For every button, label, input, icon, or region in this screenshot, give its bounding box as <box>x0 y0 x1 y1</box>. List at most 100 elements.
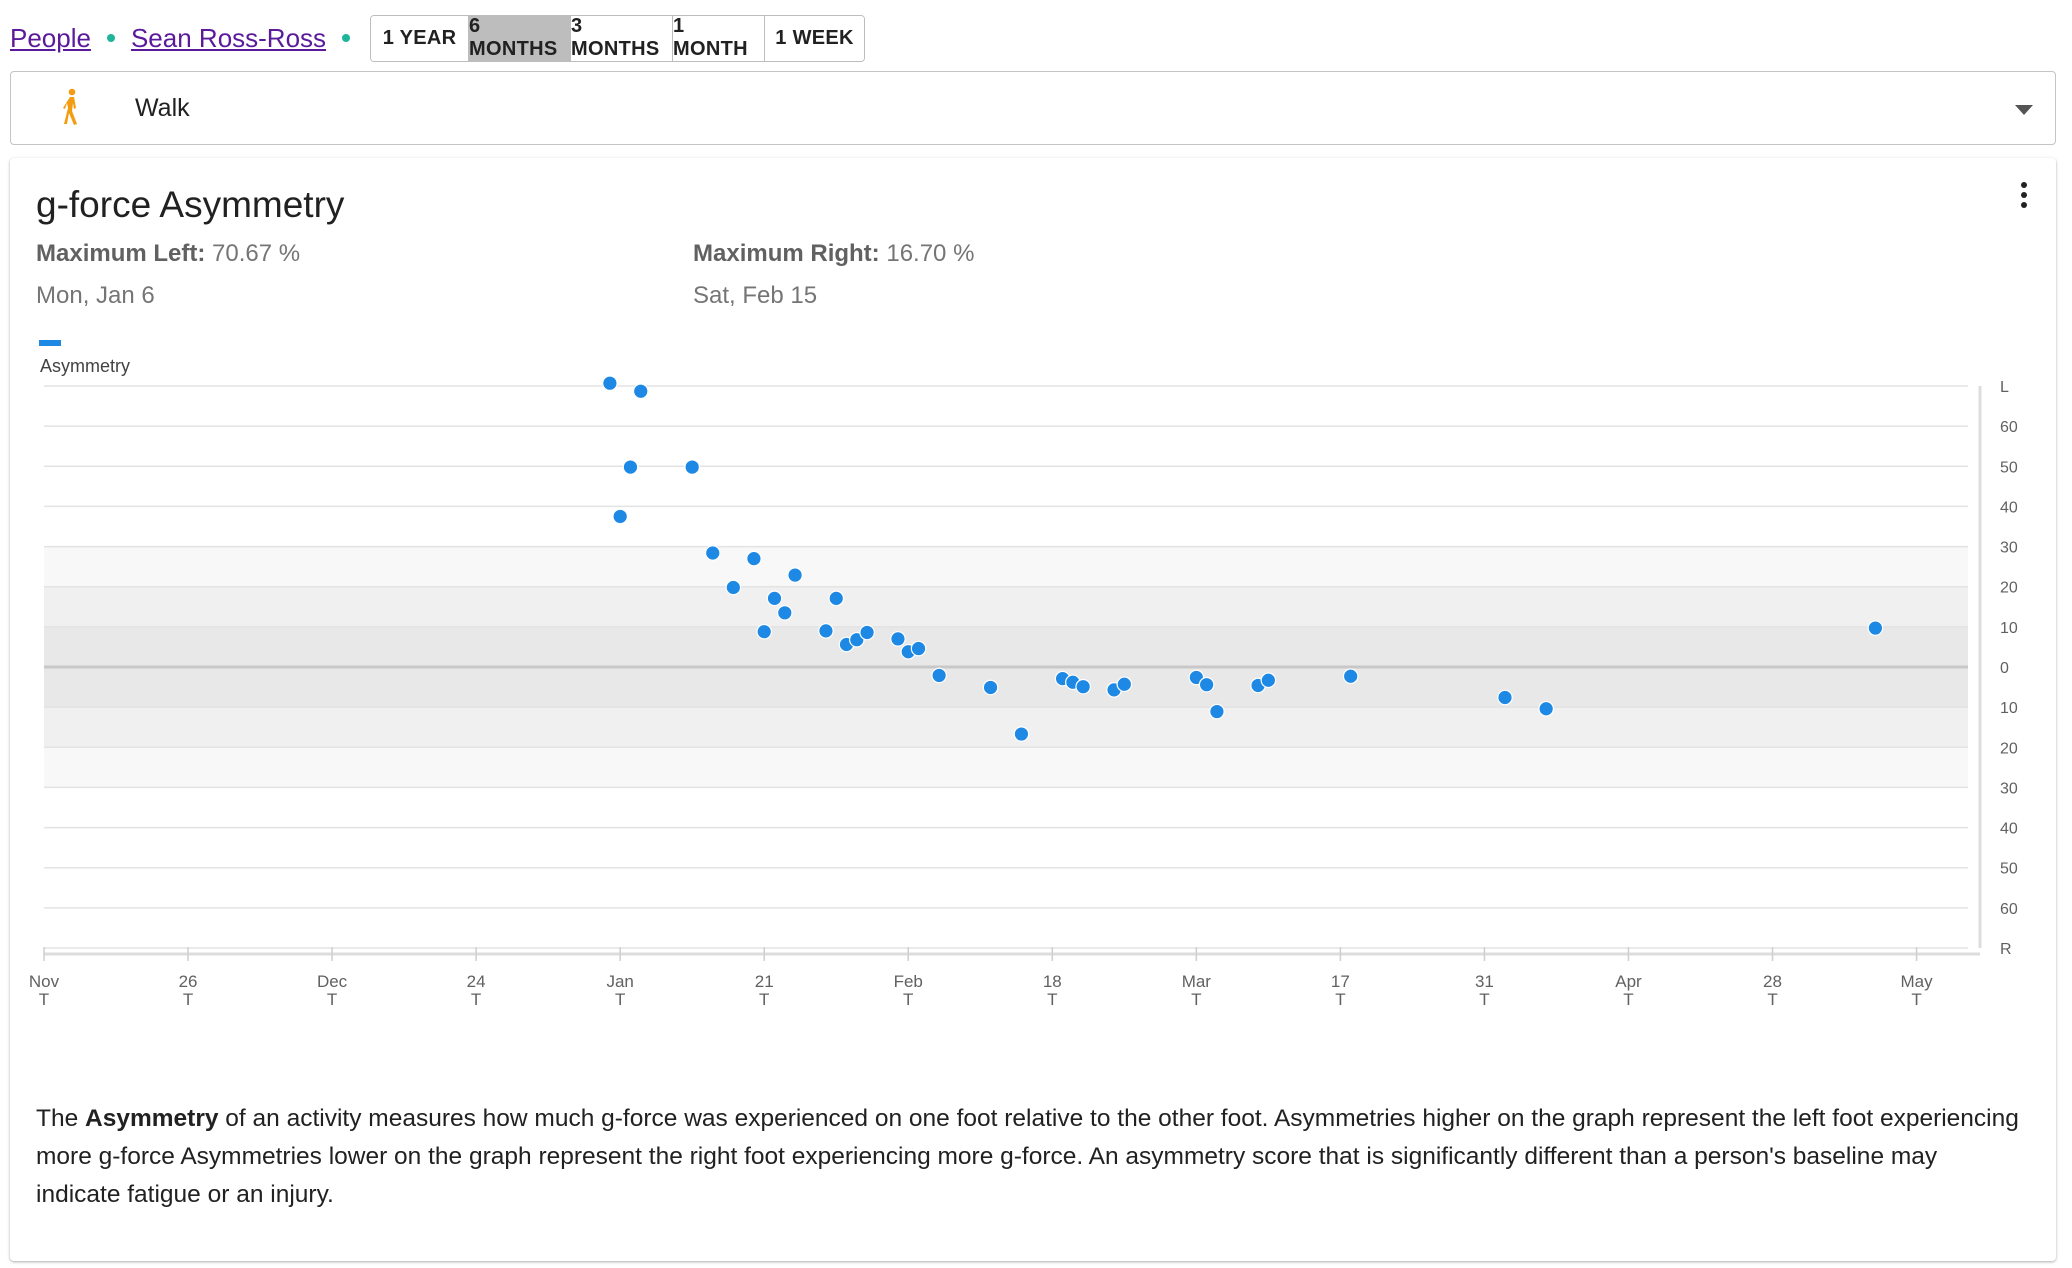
data-point <box>684 459 700 475</box>
x-tick-sublabel: T <box>471 990 481 1009</box>
x-tick-label: Mar <box>1182 972 1212 991</box>
data-point <box>725 579 742 596</box>
x-tick-sublabel: T <box>327 990 337 1009</box>
x-tick-sublabel: T <box>1623 990 1633 1009</box>
y-tick-label: 10 <box>2000 700 2018 717</box>
range-6-months-button[interactable]: 6 MONTHS <box>469 15 572 61</box>
range-1-year-button[interactable]: 1 YEAR <box>371 15 470 61</box>
x-tick-sublabel: T <box>1047 990 1057 1009</box>
data-point <box>632 383 649 400</box>
range-1-week-button[interactable]: 1 WEEK <box>765 15 865 61</box>
breadcrumb-people-link[interactable]: People <box>10 22 91 53</box>
max-right-date: Sat, Feb 15 <box>693 282 818 309</box>
x-tick-label: Feb <box>894 972 923 991</box>
y-tick-label: R <box>2000 941 2012 958</box>
x-tick-label: 17 <box>1331 972 1350 991</box>
x-tick-label: May <box>1900 972 1933 991</box>
data-point <box>818 623 834 639</box>
description-rest: of an activity measures how much g-force… <box>36 1105 2019 1208</box>
x-tick-sublabel: T <box>39 990 49 1009</box>
y-tick-label: 50 <box>2000 861 2018 878</box>
max-left-label: Maximum Left: <box>36 240 206 267</box>
x-tick-label: 26 <box>179 972 198 991</box>
x-tick-label: 18 <box>1043 972 1062 991</box>
max-right-label: Maximum Right: <box>693 240 880 267</box>
x-tick-label: 31 <box>1475 972 1494 991</box>
y-tick-label: 60 <box>2000 901 2018 918</box>
x-tick-label: Dec <box>317 972 348 991</box>
data-point <box>1075 678 1091 695</box>
asymmetry-card: g-force Asymmetry Maximum Left: 70.67 % … <box>10 158 2056 1261</box>
breadcrumb-separator <box>342 34 351 42</box>
chevron-down-icon[interactable] <box>2015 105 2033 115</box>
data-point <box>1538 700 1554 717</box>
x-tick-sublabel: T <box>759 990 769 1009</box>
x-tick-label: Jan <box>606 972 633 991</box>
max-right-value: 16.70 % <box>886 240 975 267</box>
top-bar: People Sean Ross-Ross 1 YEAR 6 MONTHS 3 … <box>10 14 866 62</box>
activity-select[interactable]: Walk <box>10 71 2056 145</box>
data-point <box>756 623 773 640</box>
data-point <box>828 590 845 607</box>
activity-label: Walk <box>135 94 190 122</box>
y-tick-label: 60 <box>2000 419 2018 436</box>
x-tick-sublabel: T <box>1767 990 1777 1009</box>
y-tick-label: 40 <box>2000 499 2018 516</box>
description-text: The Asymmetry of an activity measures ho… <box>36 1100 2026 1214</box>
data-point <box>910 640 927 657</box>
x-tick-sublabel: T <box>1479 990 1489 1009</box>
x-tick-label: 24 <box>467 972 486 991</box>
x-tick-sublabel: T <box>1335 990 1345 1009</box>
y-tick-label: L <box>2000 379 2009 396</box>
y-tick-label: 40 <box>2000 821 2018 838</box>
max-left-value: 70.67 % <box>212 240 301 267</box>
x-tick-label: Nov <box>29 972 60 991</box>
description-bold: Asymmetry <box>85 1105 219 1132</box>
more-vert-icon[interactable] <box>2014 178 2034 212</box>
data-point <box>982 679 999 696</box>
data-point <box>622 459 639 475</box>
data-point <box>1497 689 1513 706</box>
data-point <box>1260 672 1277 689</box>
data-point <box>1342 668 1359 685</box>
breadcrumb-separator <box>106 34 115 42</box>
data-point <box>1013 726 1030 742</box>
description-prefix: The <box>36 1105 86 1132</box>
x-tick-sublabel: T <box>1191 990 1201 1009</box>
data-point <box>776 605 793 621</box>
x-tick-label: 28 <box>1763 972 1782 991</box>
x-tick-sublabel: T <box>615 990 625 1009</box>
data-point <box>746 550 762 567</box>
data-point <box>704 545 721 561</box>
y-tick-label: 20 <box>2000 740 2018 757</box>
data-point <box>612 508 628 525</box>
x-tick-sublabel: T <box>183 990 193 1009</box>
x-tick-label: Apr <box>1615 972 1642 991</box>
data-point <box>1209 703 1225 720</box>
breadcrumb-person-link[interactable]: Sean Ross-Ross <box>130 22 327 53</box>
max-left-date: Mon, Jan 6 <box>36 282 155 309</box>
legend-label[interactable]: Asymmetry <box>40 356 130 376</box>
y-tick-label: 30 <box>2000 540 2018 557</box>
data-point <box>890 631 906 647</box>
legend-swatch[interactable] <box>39 340 61 346</box>
data-point <box>602 375 618 391</box>
data-point <box>766 590 783 607</box>
x-tick-sublabel: T <box>1911 990 1921 1009</box>
data-point <box>787 567 803 583</box>
data-point <box>931 667 947 684</box>
data-point <box>1116 676 1133 693</box>
range-1-month-button[interactable]: 1 MONTH <box>673 15 766 61</box>
data-point <box>1867 620 1884 636</box>
card-title: g-force Asymmetry <box>36 184 345 225</box>
y-tick-label: 20 <box>2000 580 2018 597</box>
max-right-stat: Maximum Right: 16.70 % <box>693 240 974 268</box>
x-tick-sublabel: T <box>903 990 913 1009</box>
y-tick-label: 30 <box>2000 780 2018 797</box>
asymmetry-chart: L6050403020100102030405060RNovT26TDecT24… <box>29 375 2018 1009</box>
y-tick-label: 10 <box>2000 620 2018 637</box>
range-3-months-button[interactable]: 3 MONTHS <box>571 15 674 61</box>
max-left-stat: Maximum Left: 70.67 % <box>36 240 300 268</box>
x-tick-label: 21 <box>755 972 774 991</box>
walk-icon <box>59 88 83 131</box>
